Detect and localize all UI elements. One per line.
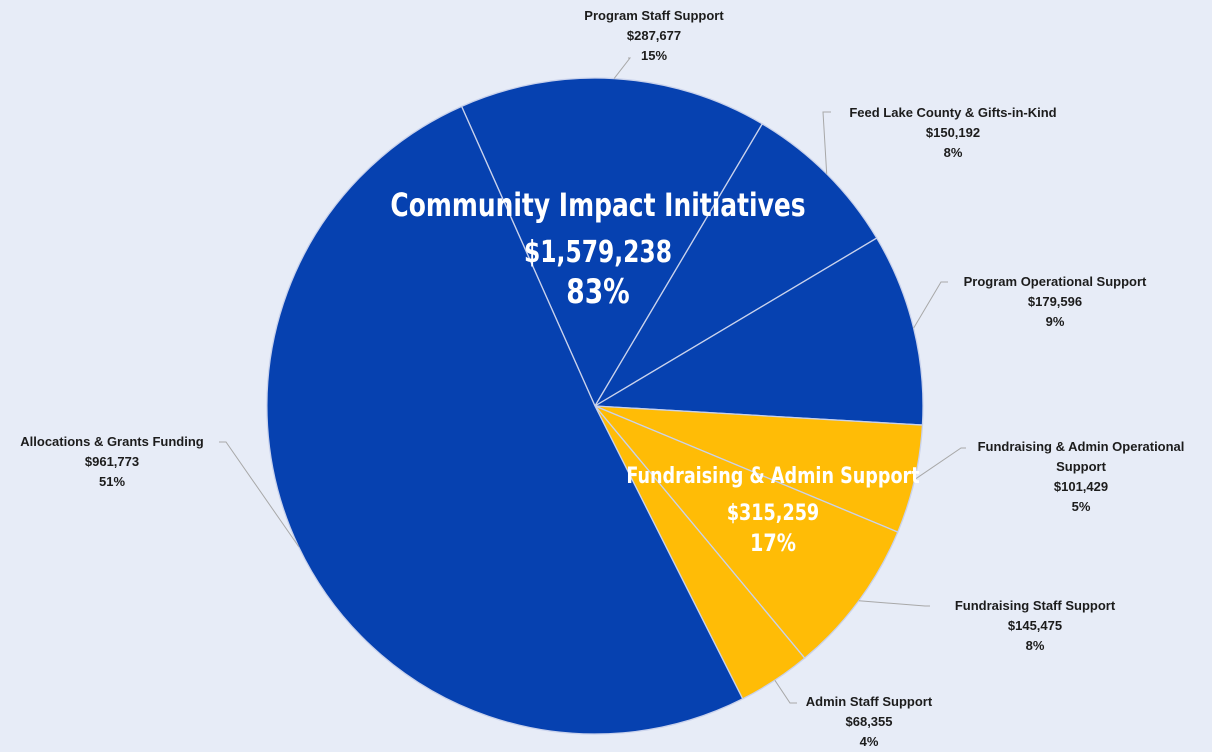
pie-slice-program-operational-support (594, 237, 924, 426)
group-label-fundraising-title: Fundraising & Admin Support (626, 463, 920, 488)
group-label-fundraising-amount: $315,259 (727, 500, 819, 525)
data-label-admin-staff-support-percent: 4% (860, 734, 879, 749)
pie-slice-program-staff-support (460, 77, 763, 407)
group-label-community-amount: $1,579,238 (524, 235, 672, 270)
data-label-program-staff-support-name: Program Staff Support (584, 8, 724, 23)
leader-line-program-operational-support (913, 281, 948, 329)
leader-line-fundraising-staff-support (858, 600, 930, 607)
data-label-program-operational-support-name: Program Operational Support (964, 274, 1147, 289)
data-label-fundraising-staff-support-amount: $145,475 (1008, 618, 1062, 633)
data-label-fundraising-staff-support-percent: 8% (1026, 638, 1045, 653)
group-labels: Community Impact Initiatives $1,579,23883… (390, 186, 920, 558)
data-label-program-staff-support-amount: $287,677 (627, 28, 681, 43)
data-label-allocations-grants-funding-name: Allocations & Grants Funding (20, 434, 204, 449)
group-label-community-title: Community Impact Initiatives (390, 186, 805, 224)
data-label-allocations-grants-funding-percent: 51% (99, 474, 125, 489)
data-label-allocations-grants-funding-amount: $961,773 (85, 454, 139, 469)
slice-labels: Program Staff Support $287,677 15% Feed Lak… (20, 8, 1184, 749)
data-label-fundraising-admin-operational-support-name: Support (1056, 459, 1106, 474)
leader-line-feed-lake-county-gifts-in-kind (822, 111, 831, 174)
data-label-admin-staff-support-name: Admin Staff Support (806, 694, 933, 709)
leader-line-fundraising-admin-operational-support (914, 447, 966, 481)
group-label-community-percent: 83% (566, 273, 629, 312)
leader-line-allocations-grants-funding (219, 441, 300, 547)
data-label-program-staff-support-percent: 15% (641, 48, 667, 63)
data-label-feed-lake-county-gifts-in-kind-name: Feed Lake County & Gifts-in-Kind (849, 105, 1056, 120)
data-label-fundraising-admin-operational-support-name: Fundraising & Admin Operational (978, 439, 1185, 454)
data-label-program-operational-support-amount: $179,596 (1028, 294, 1082, 309)
data-label-fundraising-staff-support-name: Fundraising Staff Support (955, 598, 1116, 613)
leader-line-program-staff-support (613, 57, 632, 79)
group-label-fundraising-percent: 17% (750, 530, 796, 558)
data-label-fundraising-admin-operational-support-amount: $101,429 (1054, 479, 1108, 494)
data-label-program-operational-support-percent: 9% (1046, 314, 1065, 329)
data-label-fundraising-admin-operational-support-percent: 5% (1072, 499, 1091, 514)
data-label-feed-lake-county-gifts-in-kind-amount: $150,192 (926, 125, 980, 140)
data-label-admin-staff-support-amount: $68,355 (846, 714, 893, 729)
pie-slice-feed-lake-county-gifts-in-kind (594, 123, 878, 407)
leader-line-admin-staff-support (774, 680, 797, 704)
data-label-feed-lake-county-gifts-in-kind-percent: 8% (944, 145, 963, 160)
pie-slices (266, 77, 924, 735)
pie-slice-fundraising-staff-support (594, 405, 899, 659)
